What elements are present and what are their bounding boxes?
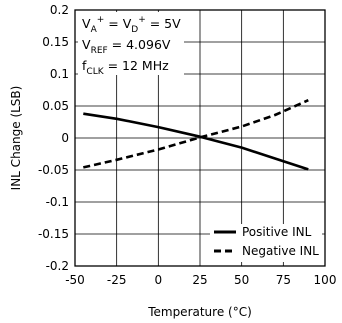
plot-frame [74,9,326,267]
x-axis-title: Temperature (°C) [147,305,252,319]
y-tick-label: 0.2 [50,3,69,17]
annotation-reference-voltage: VREF = 4.096V [82,37,171,56]
series-line-negative-inl [83,99,309,169]
annotation-supply-voltage: VA+ = VD+ = 5V [82,15,181,35]
legend: Positive INL Negative INL [210,224,322,262]
x-tick-label: 75 [276,273,291,287]
x-tick-label: -50 [65,273,85,287]
x-tick-label: 50 [234,273,249,287]
y-tick-label: -0.05 [38,163,69,177]
y-tick-label: 0.15 [42,35,69,49]
annotation-clock-frequency: fCLK = 12 MHz [82,58,169,77]
series [83,99,309,171]
y-tick-label: -0.1 [46,195,69,209]
y-axis-ticks: -0.2 -0.15 -0.1 -0.05 0 0.05 0.1 0.15 0.2 [38,3,69,273]
x-tick-label: 25 [192,273,207,287]
conditions-annotation: VA+ = VD+ = 5V VREF = 4.096V fCLK = 12 M… [78,12,184,77]
legend-label-positive-inl: Positive INL [242,225,312,239]
x-tick-label: 100 [314,273,337,287]
x-tick-label: -25 [107,273,127,287]
x-axis-ticks: -50 -25 0 25 50 75 100 [65,273,336,287]
x-tick-label: 0 [155,273,163,287]
y-tick-label: 0 [61,131,69,145]
series-line-positive-inl [83,112,309,171]
y-axis-title: INL Change (LSB) [9,86,23,191]
legend-label-negative-inl: Negative INL [242,244,319,258]
y-tick-label: -0.15 [38,227,69,241]
y-tick-label: -0.2 [46,259,69,273]
y-tick-label: 0.05 [42,99,69,113]
y-tick-label: 0.1 [50,67,69,81]
